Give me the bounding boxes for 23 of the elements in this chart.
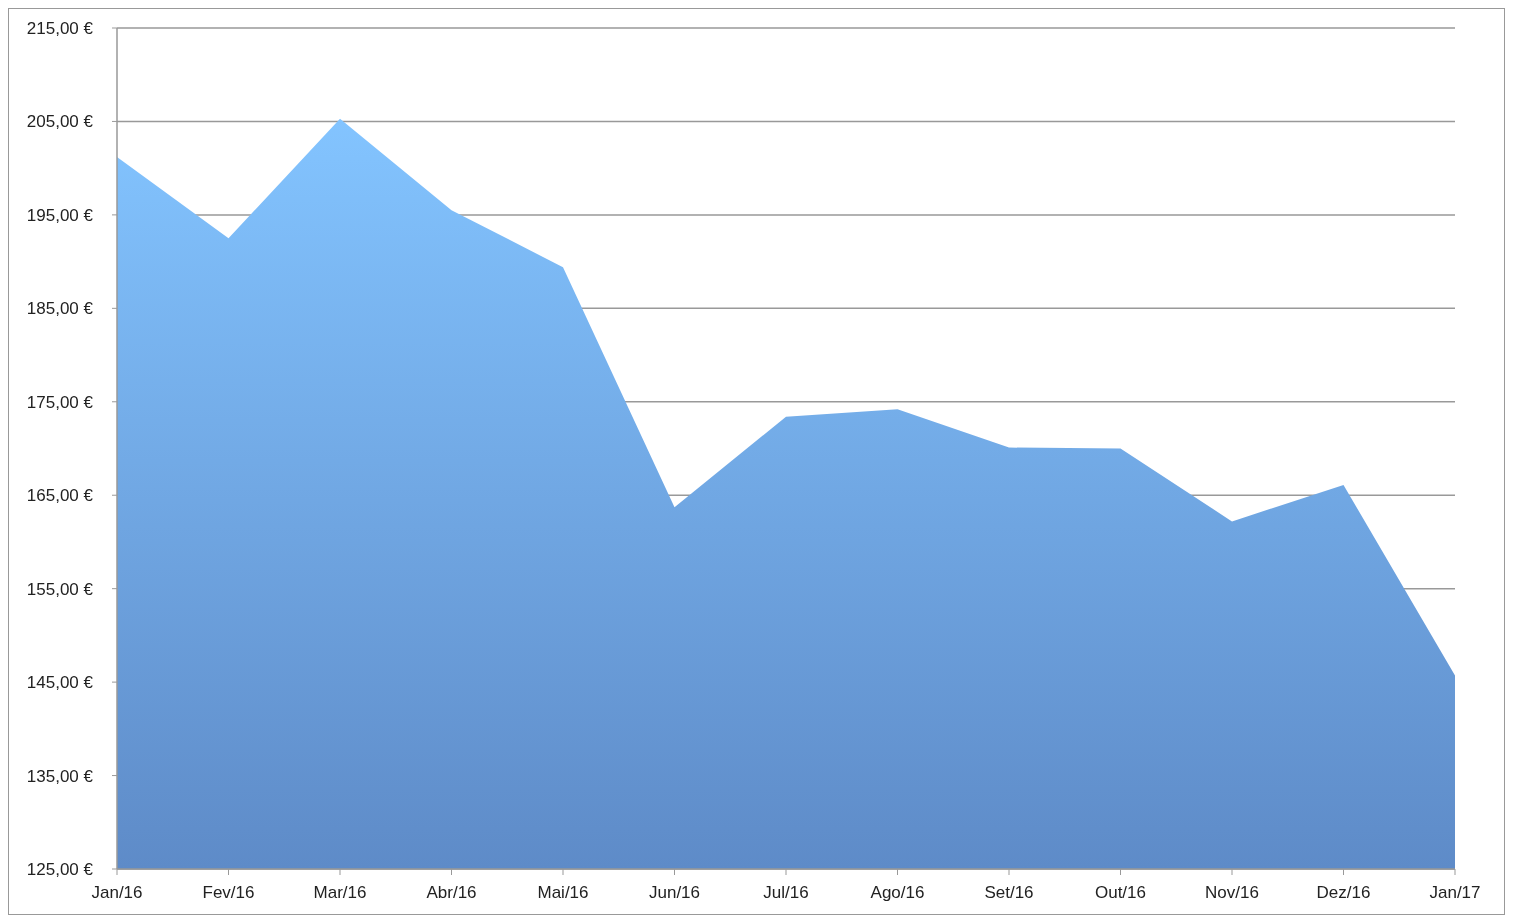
x-tick-label: Ago/16 bbox=[870, 883, 925, 902]
y-tick-label: 155,00 € bbox=[26, 579, 94, 599]
x-tick-label: Mai/16 bbox=[537, 883, 589, 902]
x-tick-label: Jun/16 bbox=[648, 883, 701, 902]
x-tick-label: Fev/16 bbox=[202, 883, 255, 902]
x-tick-label: Jan/17 bbox=[1429, 883, 1481, 902]
x-tick-label: Set/16 bbox=[984, 883, 1034, 902]
y-tick-label: 205,00 € bbox=[26, 112, 94, 132]
x-tick-label: Out/16 bbox=[1094, 883, 1147, 902]
x-tick-label: Nov/16 bbox=[1205, 883, 1259, 902]
y-tick-label: 145,00 € bbox=[26, 673, 94, 693]
y-tick-label: 215,00 € bbox=[26, 18, 94, 38]
x-tick-label: Mar/16 bbox=[313, 883, 367, 902]
y-tick-label: 195,00 € bbox=[26, 205, 94, 225]
x-tick-label: Jan/16 bbox=[91, 883, 143, 902]
y-tick-label: 185,00 € bbox=[26, 299, 94, 319]
y-tick-label: 125,00 € bbox=[26, 859, 94, 879]
y-tick-label: 135,00 € bbox=[26, 766, 94, 786]
x-tick-label: Jul/16 bbox=[763, 883, 809, 902]
x-tick-label: Abr/16 bbox=[426, 883, 477, 902]
y-tick-label: 165,00 € bbox=[26, 486, 94, 506]
y-tick-label: 175,00 € bbox=[26, 392, 94, 412]
x-tick-label: Dez/16 bbox=[1316, 883, 1371, 902]
